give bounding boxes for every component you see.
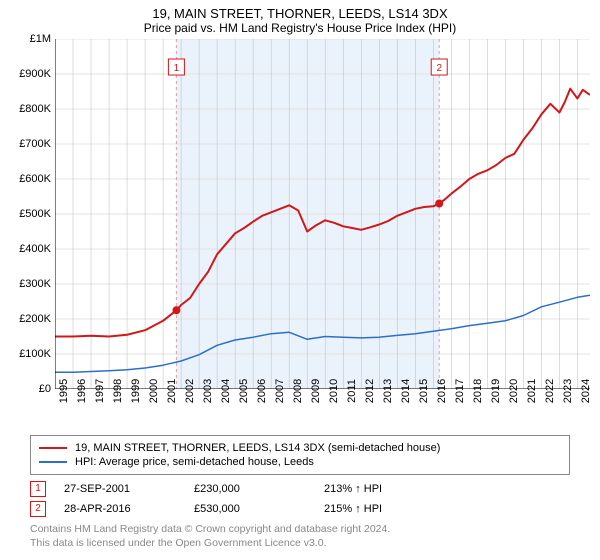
transaction-row: 2 28-APR-2016£530,000215% ↑ HPI (30, 501, 570, 517)
x-tick-label: 2008 (292, 379, 304, 403)
x-tick-label: 2002 (184, 379, 196, 403)
legend-swatch (39, 447, 67, 449)
y-tick-label: £500K (19, 208, 51, 220)
y-tick-label: £400K (19, 243, 51, 255)
legend-box: 19, MAIN STREET, THORNER, LEEDS, LS14 3D… (30, 435, 570, 475)
y-tick-label: £800K (19, 103, 51, 115)
chart-svg: 12 (55, 39, 590, 389)
transaction-hpi-pct: 215% ↑ HPI (324, 503, 454, 515)
transaction-price: £530,000 (194, 503, 324, 515)
legend-row: 19, MAIN STREET, THORNER, LEEDS, LS14 3D… (39, 442, 561, 454)
y-tick-label: £700K (19, 138, 51, 150)
x-tick-label: 1997 (94, 379, 106, 403)
x-tick-label: 2010 (328, 379, 340, 403)
x-tick-label: 2011 (346, 379, 358, 403)
x-tick-label: 2000 (148, 379, 160, 403)
transactions-table: 1 27-SEP-2001£230,000213% ↑ HPI 2 28-APR-20… (30, 481, 570, 517)
x-tick-label: 2020 (508, 379, 520, 403)
transaction-date: 28-APR-2016 (64, 503, 194, 515)
x-tick-label: 2001 (166, 379, 178, 403)
x-tick-label: 2023 (562, 379, 574, 403)
x-tick-label: 2003 (202, 379, 214, 403)
x-tick-label: 2016 (436, 379, 448, 403)
footer-line-2: This data is licensed under the Open Gov… (30, 537, 570, 551)
transaction-price: £230,000 (194, 483, 324, 495)
x-tick-label: 2014 (400, 379, 412, 403)
x-tick-label: 2006 (256, 379, 268, 403)
svg-text:2: 2 (436, 63, 442, 74)
y-tick-label: £200K (19, 313, 51, 325)
x-tick-label: 2004 (220, 379, 232, 403)
x-tick-label: 2012 (364, 379, 376, 403)
footer: Contains HM Land Registry data © Crown c… (30, 523, 570, 550)
root: 19, MAIN STREET, THORNER, LEEDS, LS14 3D… (0, 0, 600, 560)
legend-swatch (39, 461, 67, 463)
x-tick-label: 2022 (544, 379, 556, 403)
x-tick-label: 2015 (418, 379, 430, 403)
x-tick-label: 1996 (76, 379, 88, 403)
y-tick-label: £0 (39, 383, 51, 395)
y-tick-label: £1M (30, 33, 51, 45)
transaction-hpi-pct: 213% ↑ HPI (324, 483, 454, 495)
x-axis-labels: 1995199619971998199920002001200220032004… (55, 389, 590, 431)
footer-line-1: Contains HM Land Registry data © Crown c… (30, 523, 570, 537)
y-tick-label: £100K (19, 348, 51, 360)
svg-text:1: 1 (174, 63, 180, 74)
y-tick-label: £300K (19, 278, 51, 290)
x-tick-label: 2019 (490, 379, 502, 403)
x-tick-label: 2021 (526, 379, 538, 403)
x-tick-label: 2024 (580, 379, 592, 403)
y-tick-label: £600K (19, 173, 51, 185)
transaction-row: 1 27-SEP-2001£230,000213% ↑ HPI (30, 481, 570, 497)
x-tick-label: 1998 (112, 379, 124, 403)
legend-label: 19, MAIN STREET, THORNER, LEEDS, LS14 3D… (75, 442, 440, 454)
x-tick-label: 2009 (310, 379, 322, 403)
transaction-marker-box: 2 (30, 501, 46, 517)
x-tick-label: 1999 (130, 379, 142, 403)
x-tick-label: 2013 (382, 379, 394, 403)
chart-title-main: 19, MAIN STREET, THORNER, LEEDS, LS14 3D… (0, 0, 600, 21)
x-tick-label: 1995 (58, 379, 70, 403)
transaction-marker-box: 1 (30, 481, 46, 497)
y-tick-label: £900K (19, 68, 51, 80)
transaction-date: 27-SEP-2001 (64, 483, 194, 495)
chart-title-sub: Price paid vs. HM Land Registry's House … (0, 21, 600, 39)
x-tick-label: 2005 (238, 379, 250, 403)
legend-row: HPI: Average price, semi-detached house,… (39, 456, 561, 468)
x-tick-label: 2007 (274, 379, 286, 403)
x-tick-label: 2017 (454, 379, 466, 403)
chart-area: £0£100K£200K£300K£400K£500K£600K£700K£80… (55, 39, 590, 389)
x-tick-label: 2018 (472, 379, 484, 403)
legend-label: HPI: Average price, semi-detached house,… (75, 456, 314, 468)
